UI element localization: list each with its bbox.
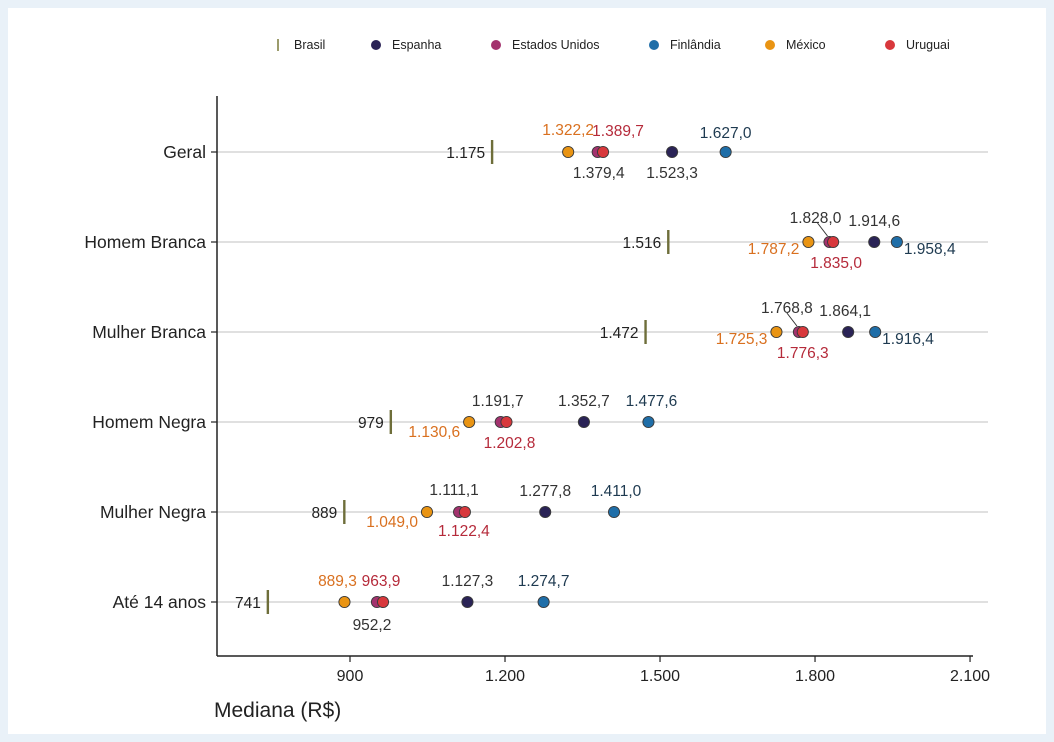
label-estados-unidos-mulher-branca: 1.768,8 xyxy=(761,300,813,317)
brasil-label-homem-branca: 1.516 xyxy=(622,235,661,252)
dot-finlandia-mulher-branca xyxy=(869,325,882,339)
y-tick-label-ate-14-anos: Até 14 anos xyxy=(113,592,207,612)
dot-finlandia-mulher-negra xyxy=(607,505,621,519)
dot-mexico-homem-negra xyxy=(463,415,476,429)
dot-finlandia-geral xyxy=(719,145,732,159)
label-mexico-homem-negra: 1.130,6 xyxy=(408,424,460,441)
label-estados-unidos-mulher-negra: 1.111,1 xyxy=(429,482,478,499)
x-tick-label: 1.800 xyxy=(795,668,835,685)
dot-espanha-homem-negra xyxy=(577,415,590,429)
brasil-label-mulher-negra: 889 xyxy=(311,505,337,522)
label-espanha-mulher-negra: 1.277,8 xyxy=(519,483,571,500)
y-tick-label-homem-negra: Homem Negra xyxy=(92,412,206,432)
x-axis-ticks: 900 1.200 1.500 1.800 2.100 xyxy=(337,656,990,685)
legend-label-brasil: Brasil xyxy=(294,38,325,52)
legend-marker-uruguai xyxy=(885,40,895,50)
dot-finlandia-ate-14-anos xyxy=(537,595,550,609)
x-tick-label: 1.500 xyxy=(640,668,680,685)
legend-label-estados-unidos: Estados Unidos xyxy=(512,38,600,52)
leader-line xyxy=(786,312,798,327)
dot-espanha-homem-branca xyxy=(868,235,881,249)
dot-espanha-mulher-negra xyxy=(539,505,552,519)
label-mexico-mulher-branca: 1.725,3 xyxy=(716,331,768,348)
chart-frame: Brasil Espanha Estados Unidos Finlândia Méxi… xyxy=(8,8,1046,734)
label-uruguai-homem-negra: 1.202,8 xyxy=(484,435,536,452)
x-axis-title: Mediana (R$) xyxy=(214,699,341,722)
brasil-label-geral: 1.175 xyxy=(446,145,485,162)
dot-espanha-geral xyxy=(666,145,679,159)
dot-uruguai-ate-14-anos xyxy=(376,595,390,609)
legend-label-espanha: Espanha xyxy=(392,38,441,52)
data-marks xyxy=(266,140,903,614)
label-uruguai-mulher-negra: 1.122,4 xyxy=(438,523,490,540)
dot-finlandia-homem-negra xyxy=(642,415,655,429)
brasil-label-mulher-branca: 1.472 xyxy=(600,325,639,342)
label-mexico-homem-branca: 1.787,2 xyxy=(748,241,800,258)
label-uruguai-homem-branca: 1.835,0 xyxy=(810,255,862,272)
dot-uruguai-homem-negra xyxy=(500,415,513,429)
y-axis-ticks: Geral Homem Branca Mulher Branca Homem Negr… xyxy=(84,142,217,612)
x-tick-label: 1.200 xyxy=(485,668,525,685)
label-finlandia-homem-branca: 1.958,4 xyxy=(904,241,956,258)
dot-plot-chart: Brasil Espanha Estados Unidos Finlândia Méxi… xyxy=(84,38,990,722)
legend-marker-finlandia xyxy=(649,40,659,50)
axes xyxy=(216,96,973,657)
brasil-label-ate-14-anos: 741 xyxy=(235,595,261,612)
dot-uruguai-homem-branca xyxy=(827,235,840,249)
y-tick-label-mulher-branca: Mulher Branca xyxy=(92,322,206,342)
label-estados-unidos-ate-14-anos: 952,2 xyxy=(353,617,392,634)
dot-mexico-ate-14-anos xyxy=(338,595,351,609)
label-espanha-mulher-branca: 1.864,1 xyxy=(819,303,871,320)
dot-uruguai-geral xyxy=(596,145,610,159)
label-uruguai-mulher-branca: 1.776,3 xyxy=(777,345,829,362)
data-labels: 1.175 1.516 1.472 979 889 741 1.322,2 1.787,2 1.… xyxy=(235,122,956,634)
y-tick-label-mulher-negra: Mulher Negra xyxy=(100,502,206,522)
dot-uruguai-mulher-negra xyxy=(458,505,471,519)
dot-espanha-mulher-branca xyxy=(842,325,855,339)
legend-marker-estados-unidos xyxy=(491,40,501,50)
y-tick-label-geral: Geral xyxy=(163,142,206,162)
label-mexico-ate-14-anos: 889,3 xyxy=(318,573,357,590)
label-espanha-homem-branca: 1.914,6 xyxy=(848,213,900,230)
label-finlandia-geral: 1.627,0 xyxy=(700,125,752,142)
dot-mexico-mulher-branca xyxy=(770,325,783,339)
dot-finlandia-homem-branca xyxy=(890,235,903,249)
label-espanha-homem-negra: 1.352,7 xyxy=(558,393,610,410)
legend-label-uruguai: Uruguai xyxy=(906,38,950,52)
label-finlandia-ate-14-anos: 1.274,7 xyxy=(518,573,570,590)
label-finlandia-mulher-branca: 1.916,4 xyxy=(882,331,934,348)
label-espanha-geral: 1.523,3 xyxy=(646,165,698,182)
label-mexico-geral: 1.322,2 xyxy=(542,122,594,139)
label-estados-unidos-homem-negra: 1.191,7 xyxy=(472,393,524,410)
label-finlandia-homem-negra: 1.477,6 xyxy=(626,393,678,410)
legend-label-mexico: México xyxy=(786,38,826,52)
y-tick-label-homem-branca: Homem Branca xyxy=(84,232,206,252)
dot-uruguai-mulher-branca xyxy=(796,325,809,339)
label-uruguai-geral: 1.389,7 xyxy=(592,123,644,140)
label-espanha-ate-14-anos: 1.127,3 xyxy=(442,573,494,590)
label-estados-unidos-geral: 1.379,4 xyxy=(573,165,625,182)
legend-marker-mexico xyxy=(765,40,775,50)
dot-espanha-ate-14-anos xyxy=(461,595,474,609)
label-estados-unidos-homem-branca: 1.828,0 xyxy=(790,210,842,227)
brasil-label-homem-negra: 979 xyxy=(358,415,384,432)
dot-mexico-homem-branca xyxy=(802,235,815,249)
legend-label-finlandia: Finlândia xyxy=(670,38,721,52)
x-tick-label: 2.100 xyxy=(950,668,990,685)
x-tick-label: 900 xyxy=(337,668,364,685)
legend: Brasil Espanha Estados Unidos Finlândia Méxi… xyxy=(277,38,950,52)
legend-marker-espanha xyxy=(371,40,381,50)
dot-mexico-geral xyxy=(562,145,575,159)
label-finlandia-mulher-negra: 1.411,0 xyxy=(591,483,642,500)
dot-mexico-mulher-negra xyxy=(420,505,434,519)
label-mexico-mulher-negra: 1.049,0 xyxy=(366,514,418,531)
label-uruguai-ate-14-anos: 963,9 xyxy=(362,573,401,590)
leader-line xyxy=(817,222,828,237)
